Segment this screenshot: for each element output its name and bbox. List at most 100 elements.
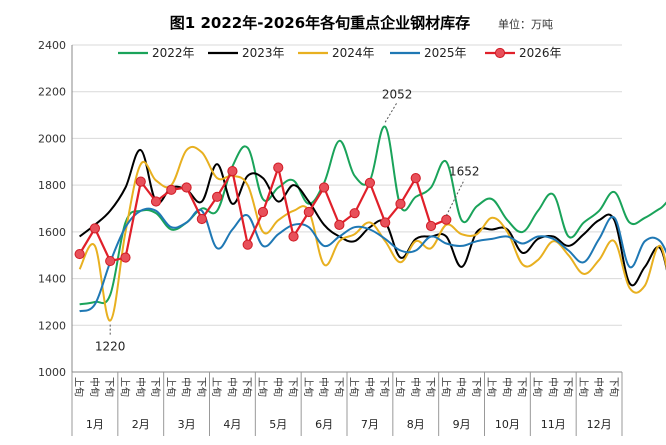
series-2023年 bbox=[79, 149, 666, 287]
data-point bbox=[105, 255, 116, 267]
data-point bbox=[227, 166, 238, 177]
data-point bbox=[349, 208, 360, 219]
x-month-label: 12月 bbox=[587, 418, 612, 431]
data-point bbox=[288, 231, 299, 242]
x-sub-label: 上旬 bbox=[118, 377, 131, 397]
series-line bbox=[79, 207, 666, 313]
series-2024年 bbox=[78, 145, 666, 322]
x-month-label: 1月 bbox=[86, 418, 104, 431]
x-sub-label: 上旬 bbox=[577, 377, 590, 397]
x-sub-label: 下旬 bbox=[287, 377, 300, 397]
x-sub-label: 上旬 bbox=[393, 377, 406, 397]
series-layer bbox=[74, 125, 666, 322]
x-month-label: 9月 bbox=[453, 418, 471, 431]
x-sub-label: 中旬 bbox=[455, 377, 468, 397]
data-point bbox=[212, 191, 223, 202]
annotation-label: 1652 bbox=[449, 165, 480, 179]
data-point bbox=[410, 173, 421, 184]
data-point bbox=[196, 213, 207, 225]
annotations: 2052 1220 1652 bbox=[95, 87, 480, 353]
x-sub-label: 下旬 bbox=[195, 377, 208, 397]
data-point bbox=[242, 239, 253, 250]
x-month-label: 7月 bbox=[361, 418, 379, 431]
data-point bbox=[120, 252, 131, 263]
annotation-leader bbox=[445, 179, 465, 216]
x-sub-label: 中旬 bbox=[88, 377, 101, 397]
y-tick-label: 1000 bbox=[38, 366, 66, 379]
data-point bbox=[74, 248, 85, 260]
x-sub-label: 下旬 bbox=[470, 377, 483, 397]
series-line bbox=[79, 125, 666, 306]
x-sub-label: 上旬 bbox=[439, 377, 452, 397]
x-sub-label: 下旬 bbox=[516, 377, 529, 397]
y-tick-label: 1200 bbox=[38, 319, 66, 332]
series-line bbox=[78, 145, 666, 322]
x-sub-label: 下旬 bbox=[562, 377, 575, 397]
x-sub-label: 中旬 bbox=[546, 377, 559, 397]
x-sub-label: 上旬 bbox=[164, 377, 177, 397]
legend-item: 2023年 bbox=[208, 46, 285, 60]
legend-item: 2024年 bbox=[298, 46, 375, 60]
legend-label: 2025年 bbox=[424, 46, 467, 60]
x-month-label: 4月 bbox=[223, 418, 241, 431]
y-tick-label: 1800 bbox=[38, 179, 66, 192]
x-month-label: 10月 bbox=[495, 418, 520, 431]
unit-label: 单位：万吨 bbox=[498, 17, 553, 31]
x-sub-label: 中旬 bbox=[134, 377, 147, 397]
data-point bbox=[257, 206, 269, 218]
legend-label: 2026年 bbox=[519, 46, 562, 60]
y-tick-label: 2400 bbox=[38, 39, 66, 52]
legend-item: 2022年 bbox=[118, 46, 195, 60]
x-sub-label: 中旬 bbox=[317, 377, 330, 397]
x-sub-label: 上旬 bbox=[210, 377, 223, 397]
x-sub-label: 下旬 bbox=[607, 377, 620, 397]
legend: 2022年 2023年 2024年 2025年 2026年 bbox=[118, 46, 562, 60]
x-sub-label: 中旬 bbox=[271, 377, 284, 397]
data-point bbox=[166, 184, 177, 195]
x-sub-label: 下旬 bbox=[424, 377, 437, 397]
data-point bbox=[380, 217, 391, 228]
x-sub-label: 上旬 bbox=[348, 377, 361, 397]
legend-label: 2023年 bbox=[242, 46, 285, 60]
data-point bbox=[135, 176, 146, 187]
x-sub-label: 中旬 bbox=[363, 377, 376, 397]
x-month-label: 2月 bbox=[132, 418, 150, 431]
x-sub-label: 上旬 bbox=[531, 377, 544, 397]
x-month-label: 11月 bbox=[541, 418, 566, 431]
legend-item: 2026年 bbox=[485, 46, 562, 60]
data-point bbox=[273, 162, 284, 173]
legend-marker bbox=[494, 47, 506, 59]
series-2025年 bbox=[79, 207, 666, 313]
y-tick-label: 1600 bbox=[38, 226, 66, 239]
x-sub-label: 下旬 bbox=[332, 377, 345, 397]
x-sub-label: 下旬 bbox=[149, 377, 162, 397]
chart-title: 图1 2022年-2026年各旬重点企业钢材库存 bbox=[170, 14, 470, 32]
data-point bbox=[303, 206, 314, 218]
series-2026年 bbox=[74, 162, 452, 267]
x-sub-label: 上旬 bbox=[302, 377, 315, 397]
data-point bbox=[425, 220, 437, 232]
annotation-label: 2052 bbox=[382, 87, 413, 101]
data-point bbox=[395, 198, 406, 209]
x-sub-label: 中旬 bbox=[592, 377, 605, 397]
legend-label: 2022年 bbox=[152, 46, 195, 60]
x-sub-label: 上旬 bbox=[73, 377, 86, 397]
legend-item: 2025年 bbox=[390, 46, 467, 60]
x-sub-label: 中旬 bbox=[180, 377, 193, 397]
annotation-leader bbox=[384, 102, 398, 123]
x-month-label: 3月 bbox=[178, 418, 196, 431]
x-sub-label: 下旬 bbox=[103, 377, 116, 397]
y-tick-label: 1400 bbox=[38, 273, 66, 286]
data-point bbox=[364, 177, 376, 188]
x-sub-label: 中旬 bbox=[225, 377, 238, 397]
data-point bbox=[441, 214, 452, 225]
data-point bbox=[334, 219, 345, 230]
series-line bbox=[79, 149, 666, 287]
x-sub-label: 下旬 bbox=[378, 377, 391, 397]
x-sub-label: 中旬 bbox=[409, 377, 422, 397]
data-point bbox=[89, 223, 101, 234]
data-point bbox=[150, 196, 162, 207]
x-month-label: 8月 bbox=[407, 418, 425, 431]
x-sub-label: 上旬 bbox=[485, 377, 498, 397]
